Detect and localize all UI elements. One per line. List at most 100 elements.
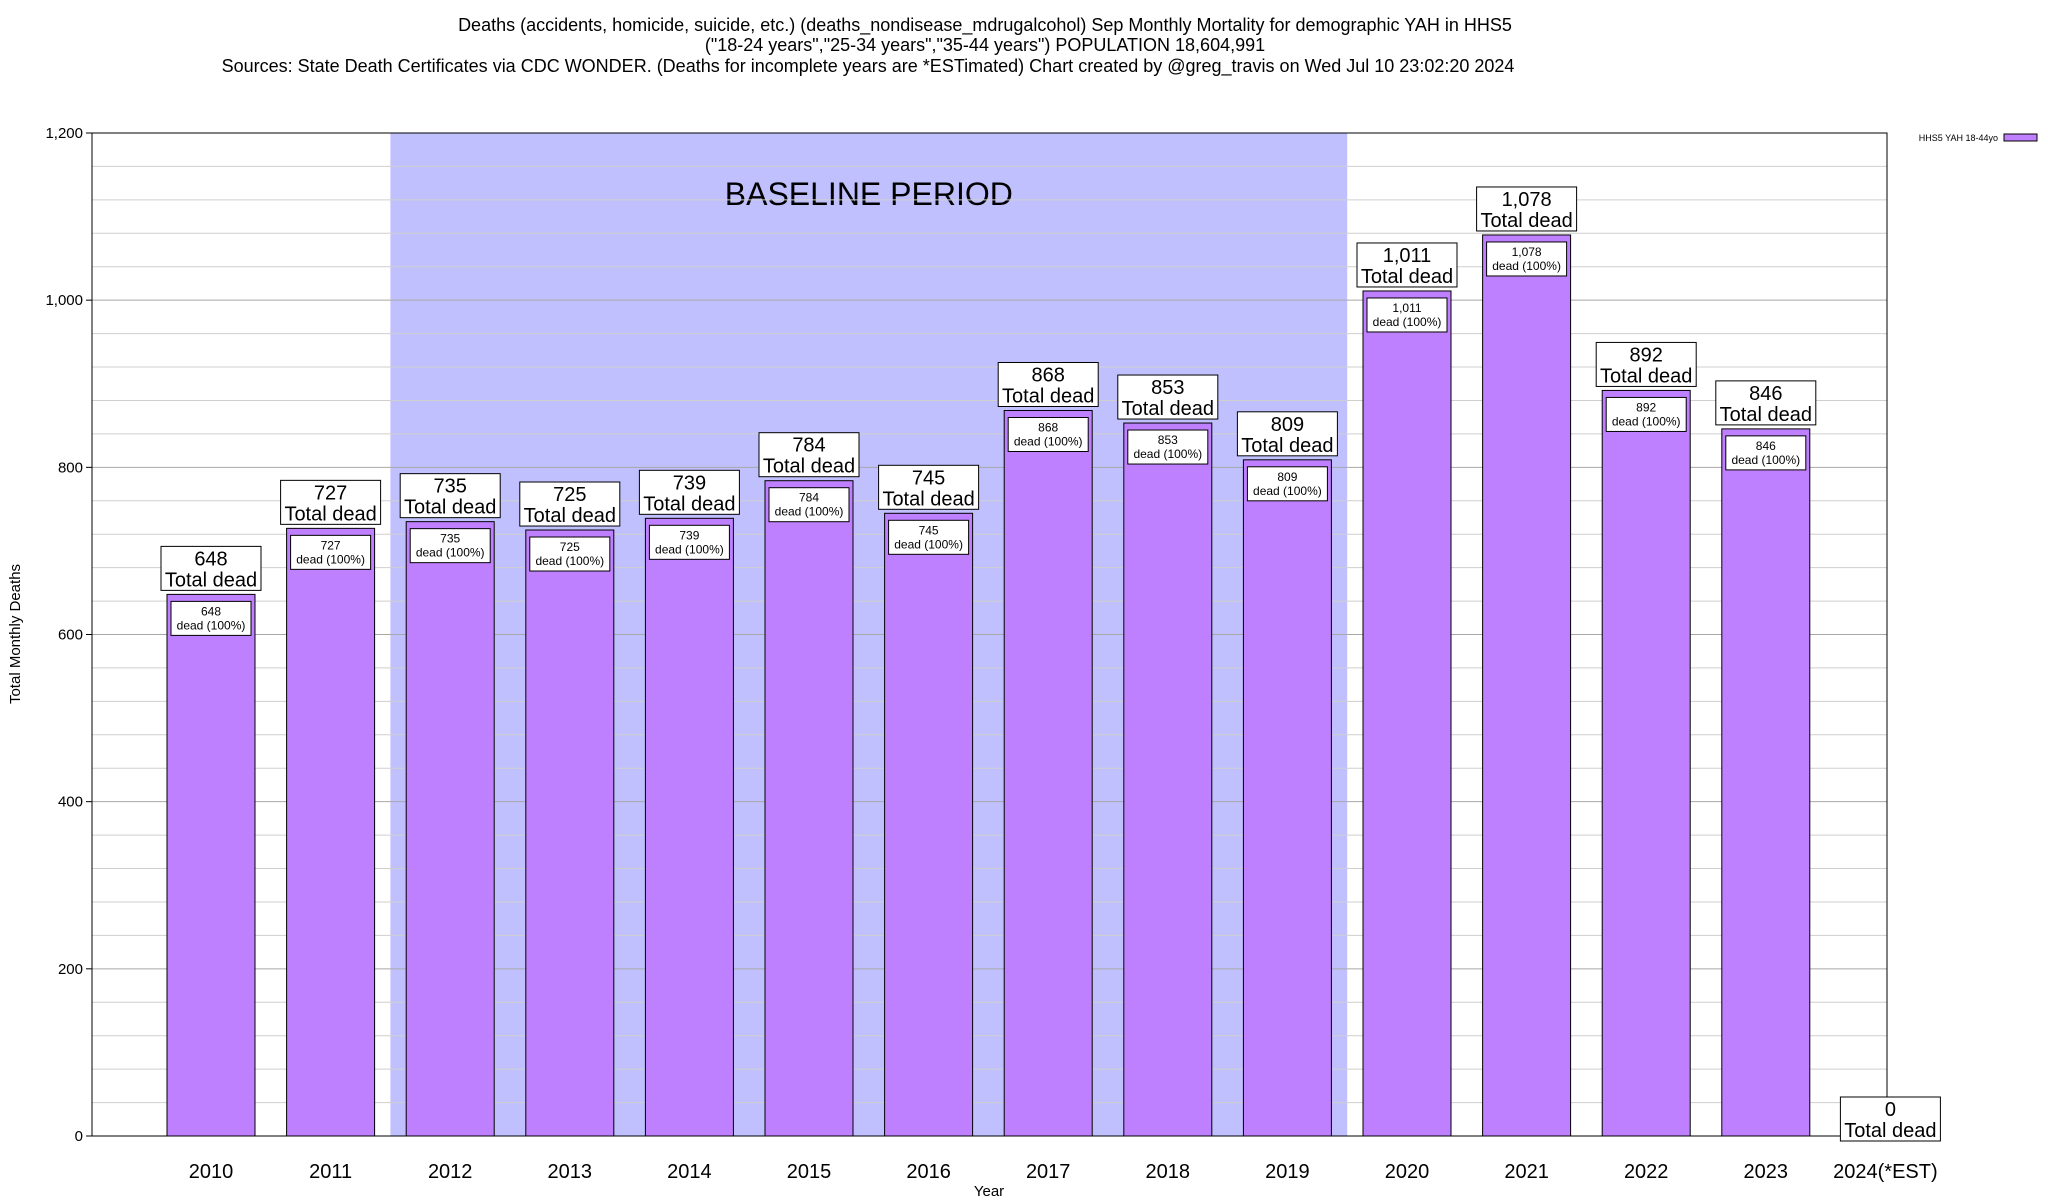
total-label-value: 727 <box>314 482 347 504</box>
inner-label-caption: dead (100%) <box>1612 414 1681 428</box>
inner-label-box <box>648 524 730 560</box>
total-label-box <box>1715 380 1817 426</box>
total-label-value: 892 <box>1630 344 1663 366</box>
inner-label-value: 1,078 <box>1512 245 1542 259</box>
y-axis-label: Total Monthly Deaths <box>7 564 24 704</box>
bar <box>1362 290 1452 1137</box>
chart-title: Deaths (accidents, homicide, suicide, et… <box>222 15 1515 77</box>
axes: 0 200 400 600 800 1,000 1,200 2010 2011 2012 2013 2… <box>7 125 1938 1200</box>
legend: HHS5 YAH 18-44yo <box>1919 133 2038 143</box>
inner-label-box <box>1725 435 1807 471</box>
x-tick-label: 2014 <box>667 1161 712 1183</box>
x-tick-label: 2012 <box>428 1161 473 1183</box>
bar <box>764 480 854 1137</box>
title-line-1: Deaths (accidents, homicide, suicide, et… <box>458 15 1512 36</box>
inner-label-box <box>409 528 491 564</box>
inner-label-box <box>170 600 252 636</box>
inner-label-caption: dead (100%) <box>894 537 963 551</box>
total-label-caption: Total dead <box>1844 1120 1936 1142</box>
total-label-box <box>1595 341 1697 387</box>
inner-label-caption: dead (100%) <box>1014 434 1083 448</box>
total-label-box <box>160 545 262 591</box>
inner-label-value: 725 <box>560 540 580 554</box>
total-label-box <box>1117 374 1219 420</box>
total-label-value: 735 <box>434 476 467 498</box>
inner-label-value: 868 <box>1038 420 1058 434</box>
x-tick-label: 2015 <box>787 1161 832 1183</box>
inner-label-box <box>529 536 611 572</box>
legend-swatch <box>2003 133 2038 142</box>
title-line-3: Sources: State Death Certificates via CD… <box>222 56 1515 77</box>
total-label-value: 739 <box>673 472 706 494</box>
bar <box>286 527 376 1137</box>
y-tick-label: 600 <box>58 627 83 644</box>
x-tick-label: 2022 <box>1624 1161 1669 1183</box>
bar <box>1601 389 1691 1137</box>
bars <box>166 234 1811 1137</box>
inner-label-caption: dead (100%) <box>177 618 246 632</box>
inner-label-value: 853 <box>1158 433 1178 447</box>
bar <box>1123 422 1213 1137</box>
y-tick-label: 1,000 <box>45 292 83 309</box>
x-tick-label: 2011 <box>309 1161 352 1183</box>
total-label-caption: Total dead <box>882 488 974 510</box>
total-label-value: 745 <box>912 467 945 489</box>
inner-label-caption: dead (100%) <box>1133 447 1202 461</box>
x-tick-label: 2023 <box>1744 1161 1789 1183</box>
total-label-caption: Total dead <box>763 456 855 478</box>
total-label-value: 846 <box>1749 383 1782 405</box>
inner-label-box <box>290 534 372 570</box>
inner-label-value: 745 <box>919 523 939 537</box>
y-tick-label: 0 <box>75 1128 83 1145</box>
total-label-caption: Total dead <box>404 497 496 519</box>
total-label-box <box>1476 186 1578 232</box>
x-tick-label: 2018 <box>1146 1161 1191 1183</box>
total-label-box <box>638 469 740 515</box>
bar <box>166 593 256 1137</box>
inner-label-value: 784 <box>799 491 819 505</box>
total-label-value: 784 <box>792 435 825 457</box>
x-tick-label: 2021 <box>1504 1161 1549 1183</box>
title-line-2: ("18-24 years","25-34 years","35-44 year… <box>705 35 1265 55</box>
x-tick-label: 2013 <box>548 1161 593 1183</box>
inner-label-value: 727 <box>321 538 341 552</box>
total-label-box <box>399 473 501 519</box>
total-label-box <box>519 481 621 527</box>
total-label-value: 868 <box>1032 364 1065 386</box>
bar <box>1721 428 1811 1137</box>
total-label-caption: Total dead <box>1241 435 1333 457</box>
total-label-box <box>758 432 860 478</box>
bar <box>884 512 974 1137</box>
total-label-value: 1,078 <box>1502 189 1552 211</box>
y-tick-label: 1,200 <box>45 125 83 142</box>
inner-label-caption: dead (100%) <box>775 505 844 519</box>
total-label-value: 853 <box>1151 377 1184 399</box>
total-label-value: 809 <box>1271 414 1304 436</box>
total-label-caption: Total dead <box>284 503 376 525</box>
total-label-caption: Total dead <box>1002 385 1094 407</box>
bar <box>644 517 734 1137</box>
total-label-value: 648 <box>194 548 227 570</box>
inner-label-caption: dead (100%) <box>1731 453 1800 467</box>
total-label-box <box>1236 411 1338 457</box>
inner-label-caption: dead (100%) <box>535 554 604 568</box>
total-label-caption: Total dead <box>1720 404 1812 426</box>
inner-label-caption: dead (100%) <box>1373 315 1442 329</box>
y-tick-label: 200 <box>58 961 83 978</box>
